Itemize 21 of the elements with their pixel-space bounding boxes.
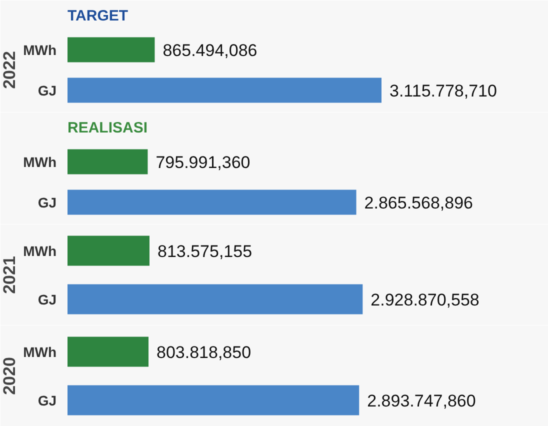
chart-title: TARGET <box>68 8 128 24</box>
y-tick-label: GJ <box>38 392 57 408</box>
data-label: 865.494,086 <box>162 40 258 60</box>
y-axis-title: 2020 <box>0 357 20 395</box>
y-tick-label: MWh <box>23 344 57 360</box>
y-tick-label: GJ <box>38 291 57 308</box>
y-axis-title: 2022 <box>0 51 20 89</box>
data-label: 3.115.778,710 <box>390 81 497 100</box>
data-label: 2.928.870,558 <box>370 290 480 310</box>
y-tick-label: MWh <box>23 154 57 170</box>
data-label: 803.818,850 <box>156 342 252 362</box>
data-label: 2.865.568,896 <box>364 193 474 212</box>
data-label: 795.991,360 <box>156 152 250 172</box>
y-tick-label: MWh <box>23 242 57 259</box>
y-tick-label: GJ <box>38 82 57 98</box>
y-tick-label: GJ <box>38 194 57 210</box>
data-label: 2.893.747,860 <box>367 391 476 410</box>
chart-title: REALISASI <box>68 120 148 136</box>
y-axis-title: 2021 <box>0 256 20 294</box>
y-tick-label: MWh <box>23 42 57 58</box>
data-label: 813.575,155 <box>157 242 252 261</box>
